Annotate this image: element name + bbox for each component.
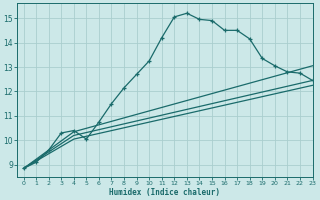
X-axis label: Humidex (Indice chaleur): Humidex (Indice chaleur)	[109, 188, 220, 197]
